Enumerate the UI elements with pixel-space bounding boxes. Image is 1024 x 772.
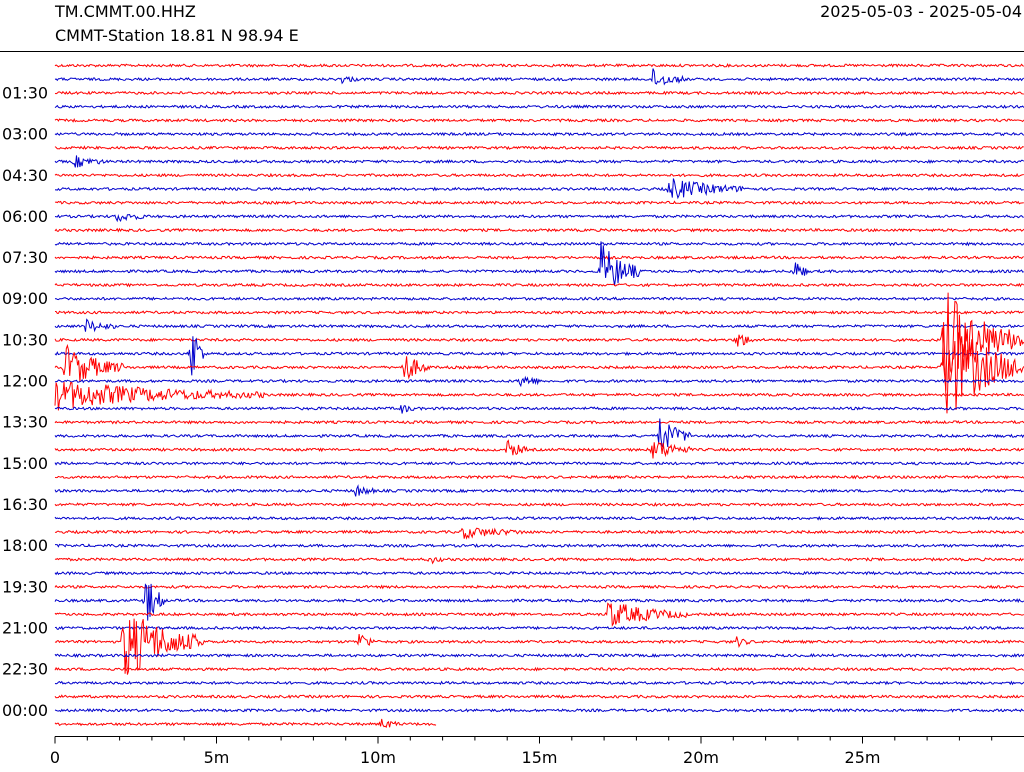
trace-line bbox=[54, 666, 1024, 672]
trace-line bbox=[54, 155, 1024, 168]
trace-line bbox=[54, 461, 1024, 466]
time-label: 09:00 bbox=[2, 289, 48, 308]
trace-line bbox=[54, 707, 1024, 713]
trace-line bbox=[54, 172, 1024, 178]
trace-line bbox=[54, 241, 1024, 286]
trace-line bbox=[54, 653, 1024, 658]
trace-line bbox=[54, 527, 1024, 540]
station-code-label: TM.CMMT.00.HHZ bbox=[54, 2, 196, 21]
trace-line bbox=[54, 296, 1024, 302]
time-label: 13:30 bbox=[2, 413, 48, 432]
trace-line bbox=[54, 227, 1024, 233]
trace-line bbox=[54, 556, 1024, 565]
trace-line bbox=[54, 418, 1024, 449]
trace-line bbox=[54, 570, 1024, 576]
trace-line bbox=[54, 68, 1024, 86]
trace-line bbox=[55, 543, 1024, 549]
time-label: 21:00 bbox=[2, 619, 48, 638]
trace-line bbox=[54, 584, 1024, 590]
trace-line bbox=[55, 310, 1024, 315]
time-label: 12:00 bbox=[2, 372, 48, 391]
x-tick-label: 5m bbox=[204, 748, 230, 767]
x-tick-label: 25m bbox=[845, 748, 881, 767]
date-range-label: 2025-05-03 - 2025-05-04 bbox=[820, 2, 1022, 21]
time-axis-labels: 01:30 03:00 04:30 06:00 07:30 09:00 10:30 12:00… bbox=[2, 83, 48, 719]
trace-line bbox=[54, 131, 1024, 137]
trace-line bbox=[54, 200, 1024, 206]
trace-line bbox=[54, 419, 1024, 425]
trace-line bbox=[54, 318, 1024, 333]
x-tick-label: 10m bbox=[360, 748, 396, 767]
trace-line bbox=[54, 484, 1024, 497]
time-label: 00:00 bbox=[2, 701, 48, 720]
time-label: 04:30 bbox=[2, 166, 48, 185]
trace-line bbox=[54, 104, 1024, 110]
trace-line bbox=[54, 336, 1024, 376]
trace-line bbox=[54, 282, 1024, 288]
trace-line bbox=[54, 474, 1024, 480]
time-label: 18:00 bbox=[2, 536, 48, 555]
minute-axis: 0 5m 10m 15m 20m 25m bbox=[50, 736, 1024, 767]
time-label: 10:30 bbox=[2, 330, 48, 349]
x-tick-label: 0 bbox=[50, 748, 60, 767]
time-label: 22:30 bbox=[2, 660, 48, 679]
trace-line bbox=[54, 213, 1024, 223]
trace-line bbox=[54, 178, 1024, 200]
time-label: 03:00 bbox=[2, 125, 48, 144]
time-label: 01:30 bbox=[2, 83, 48, 102]
trace-line bbox=[54, 680, 1024, 686]
trace-line bbox=[54, 375, 1024, 388]
trace-line bbox=[54, 117, 1024, 123]
trace-line bbox=[54, 694, 1024, 700]
station-info-label: CMMT-Station 18.81 N 98.94 E bbox=[55, 26, 299, 45]
x-tick-label: 15m bbox=[522, 748, 558, 767]
time-label: 19:30 bbox=[2, 577, 48, 596]
trace-line bbox=[54, 602, 1024, 627]
trace-line bbox=[54, 625, 1024, 631]
trace-line bbox=[54, 145, 1024, 151]
seismogram-traces bbox=[54, 63, 1024, 728]
trace-line bbox=[54, 405, 1024, 414]
time-label: 15:00 bbox=[2, 454, 48, 473]
trace-line bbox=[54, 63, 1024, 68]
trace-line bbox=[54, 381, 1024, 411]
trace-line bbox=[54, 255, 1024, 260]
time-label: 06:00 bbox=[2, 207, 48, 226]
trace-line bbox=[54, 292, 1024, 391]
trace-line bbox=[54, 618, 1024, 675]
trace-line bbox=[54, 439, 1024, 459]
trace-line bbox=[54, 718, 437, 728]
trace-line bbox=[54, 515, 1024, 521]
x-tick-label: 20m bbox=[683, 748, 719, 767]
trace-line bbox=[54, 322, 1024, 414]
time-label: 07:30 bbox=[2, 248, 48, 267]
trace-line bbox=[54, 583, 1024, 621]
trace-line bbox=[54, 241, 1024, 247]
trace-line bbox=[54, 90, 1024, 96]
trace-line bbox=[54, 502, 1024, 507]
time-label: 16:30 bbox=[2, 495, 48, 514]
